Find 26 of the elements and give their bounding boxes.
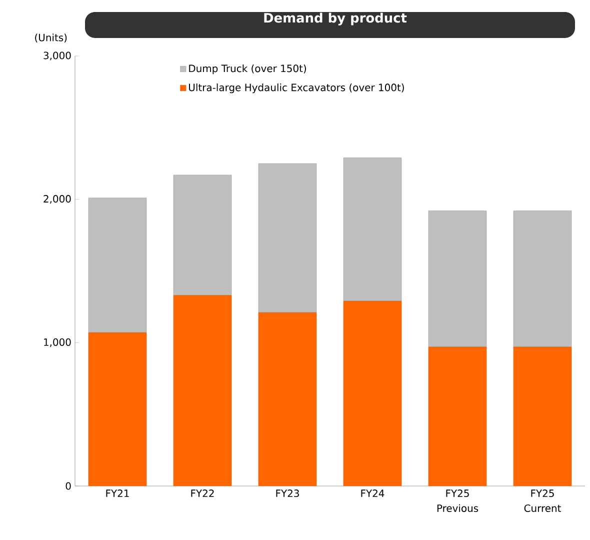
y-tick-label: 3,000 [44, 52, 71, 60]
x-tick-label: FY21 [106, 490, 129, 497]
bar [173, 295, 232, 486]
bar [258, 163, 317, 313]
bar [428, 346, 487, 486]
x-tick-label: FY23 [276, 490, 299, 498]
legend-label: Dump Truck (over 150t) [189, 64, 306, 74]
x-tick-label: FY24 [361, 490, 384, 497]
x-tick-label: FY25 Previous [437, 490, 478, 512]
y-tick-label: 1,000 [44, 338, 71, 347]
y-tick-label: 0 [66, 482, 71, 490]
y-tick-label: 2,000 [44, 195, 71, 204]
bar [513, 346, 572, 486]
bar [173, 174, 232, 296]
y-axis-title: (Units) [35, 34, 67, 42]
legend-label: Ultra-large Hydaulic Excavators (over 100t) [189, 83, 404, 94]
bar [343, 300, 402, 486]
bar [88, 332, 147, 486]
bar [88, 198, 147, 333]
bar [513, 210, 572, 348]
bar [258, 312, 317, 486]
chart-title: Demand by product [264, 12, 407, 26]
bar [343, 158, 402, 302]
bar [428, 210, 487, 348]
x-tick-label: FY25 Current [524, 490, 561, 512]
x-tick-label: FY22 [191, 490, 214, 497]
